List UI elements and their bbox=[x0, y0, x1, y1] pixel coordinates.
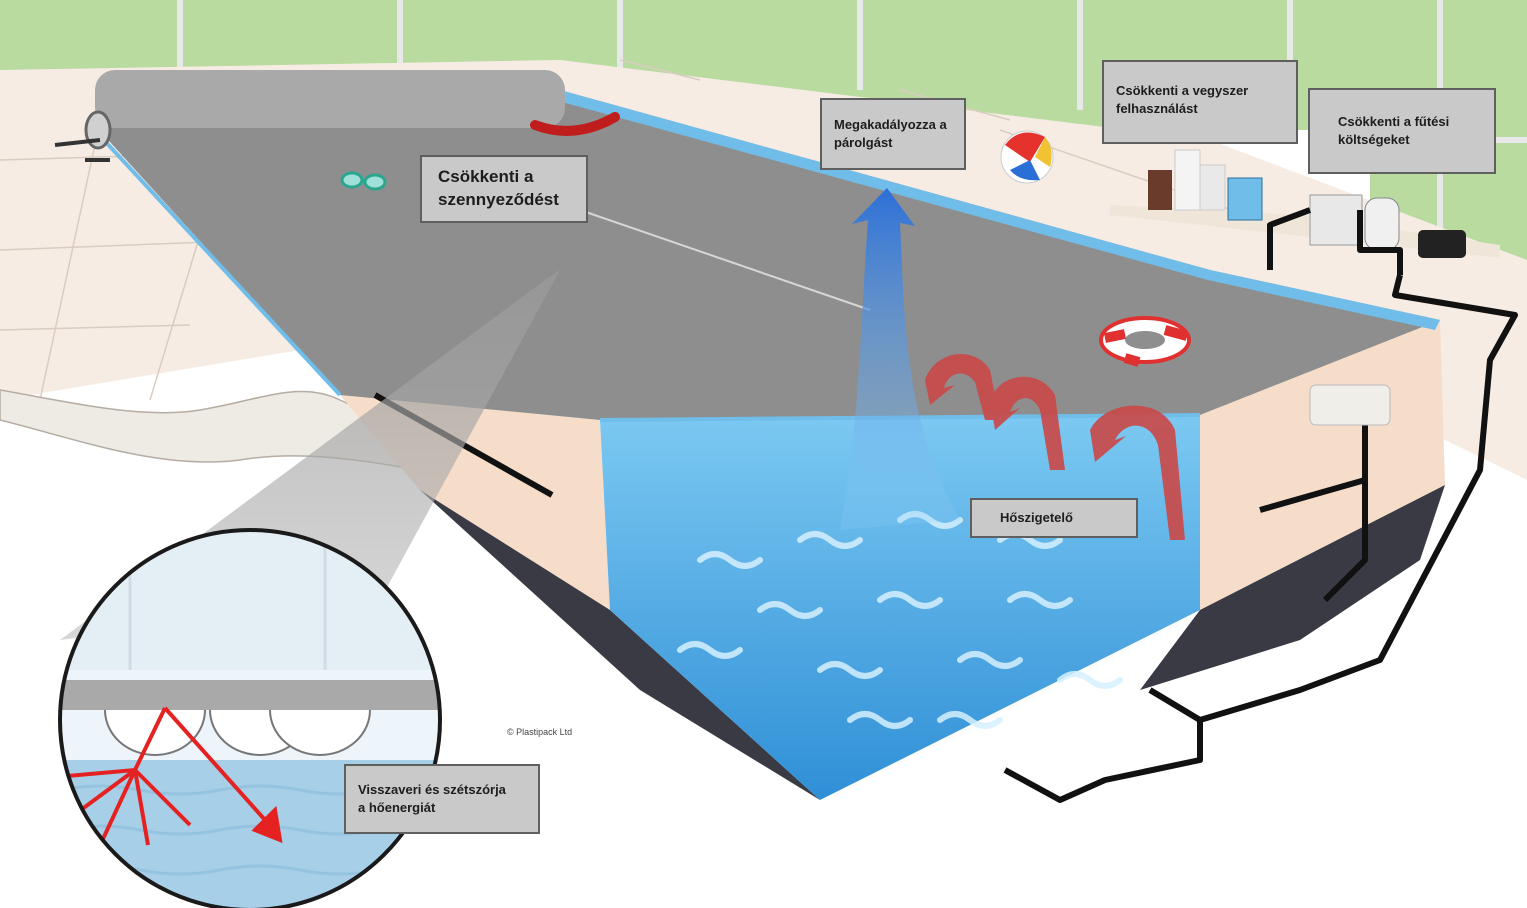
life-ring-icon bbox=[1099, 316, 1191, 367]
copyright-text: © Plastipack Ltd bbox=[507, 727, 573, 737]
evaporation-arrow bbox=[840, 188, 960, 530]
skimmer bbox=[1309, 384, 1391, 426]
label-reduces-heating-costs: Csökkenti a fűtési költségeket bbox=[1308, 88, 1496, 174]
label-reduces-pollution: Csökkenti a szennyeződést bbox=[420, 155, 588, 223]
cover-reel bbox=[54, 70, 565, 162]
label-reduces-chemical-use: Csökkenti a vegyszer felhasználást bbox=[1102, 60, 1298, 144]
heat-arrows bbox=[925, 353, 1185, 540]
label-insulation: Hőszigetelő bbox=[970, 498, 1138, 538]
red-noodle bbox=[530, 112, 620, 136]
label-reflects-heat: Visszaveri és szétszórja a hőenergiát bbox=[344, 764, 540, 834]
label-prevents-evaporation: Megakadályozza a párolgást bbox=[820, 98, 966, 170]
equipment-shelf bbox=[1110, 149, 1500, 258]
goggles-icon bbox=[340, 171, 387, 191]
reflection-rays bbox=[60, 706, 283, 908]
magnify-circle-border bbox=[58, 528, 442, 908]
beach-ball-icon bbox=[1000, 130, 1054, 184]
